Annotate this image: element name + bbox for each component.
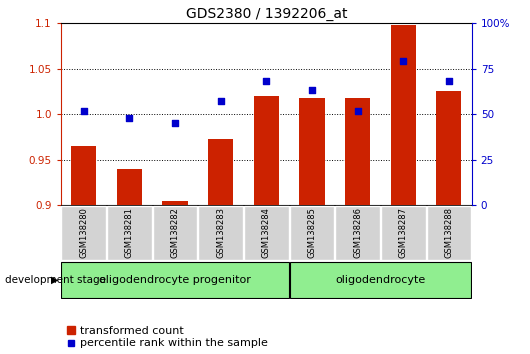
Text: GSM138281: GSM138281: [125, 207, 134, 258]
Point: [171, 120, 179, 126]
Text: GSM138284: GSM138284: [262, 207, 271, 258]
Text: GSM138280: GSM138280: [80, 207, 89, 258]
Bar: [289, 262, 471, 298]
Bar: [107, 206, 152, 259]
Text: development stage: development stage: [5, 275, 107, 285]
Bar: [61, 262, 289, 298]
Point: [216, 98, 225, 104]
Legend: transformed count, percentile rank within the sample: transformed count, percentile rank withi…: [66, 326, 268, 348]
Text: GSM138283: GSM138283: [216, 207, 225, 258]
Point: [80, 108, 88, 113]
Point: [262, 79, 270, 84]
Bar: [198, 206, 243, 259]
Text: ▶: ▶: [51, 275, 58, 285]
Bar: [345, 98, 370, 205]
Bar: [335, 206, 380, 259]
Bar: [427, 206, 471, 259]
Bar: [61, 206, 106, 259]
Bar: [381, 206, 426, 259]
Bar: [117, 169, 142, 205]
Text: GSM138285: GSM138285: [307, 207, 316, 258]
Bar: [436, 91, 462, 205]
Text: GSM138286: GSM138286: [353, 207, 362, 258]
Bar: [153, 206, 197, 259]
Point: [308, 88, 316, 93]
Bar: [391, 25, 416, 205]
Point: [445, 79, 453, 84]
Text: GSM138288: GSM138288: [444, 207, 453, 258]
Bar: [208, 139, 233, 205]
Point: [354, 108, 362, 113]
Text: GSM138282: GSM138282: [171, 207, 180, 258]
Bar: [71, 146, 96, 205]
Bar: [289, 206, 334, 259]
Bar: [254, 96, 279, 205]
Title: GDS2380 / 1392206_at: GDS2380 / 1392206_at: [186, 7, 347, 21]
Bar: [244, 206, 289, 259]
Text: GSM138287: GSM138287: [399, 207, 408, 258]
Bar: [299, 98, 324, 205]
Text: oligodendrocyte progenitor: oligodendrocyte progenitor: [99, 275, 251, 285]
Bar: [163, 201, 188, 205]
Point: [399, 58, 408, 64]
Point: [125, 115, 134, 121]
Text: oligodendrocyte: oligodendrocyte: [335, 275, 426, 285]
